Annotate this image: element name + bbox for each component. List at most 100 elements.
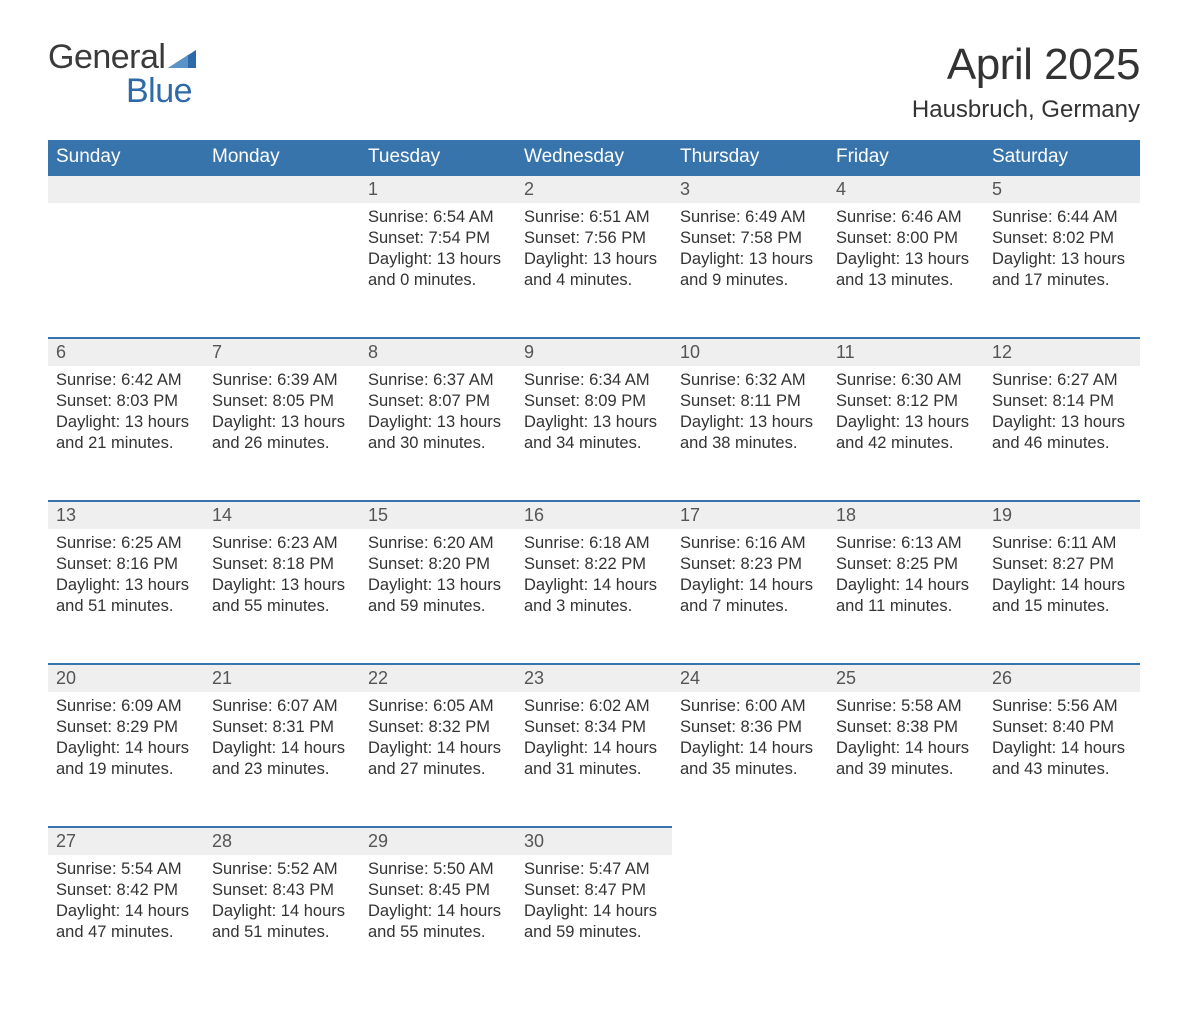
- day-number: 5: [984, 174, 1140, 203]
- calendar-content-cell: Sunrise: 6:07 AMSunset: 8:31 PMDaylight:…: [204, 692, 360, 826]
- sunrise-line: Sunrise: 6:30 AM: [836, 370, 976, 391]
- logo-word-2: Blue: [126, 74, 196, 108]
- sunrise-line: Sunrise: 5:52 AM: [212, 859, 352, 880]
- daylight-line-1: Daylight: 13 hours: [992, 412, 1132, 433]
- calendar-daynum-cell: 9: [516, 337, 672, 366]
- calendar-daynum-cell: 2: [516, 174, 672, 203]
- day-number: 7: [204, 337, 360, 366]
- sunrise-line: Sunrise: 5:54 AM: [56, 859, 196, 880]
- day-content: Sunrise: 6:30 AMSunset: 8:12 PMDaylight:…: [828, 366, 984, 462]
- daylight-line-1: Daylight: 13 hours: [836, 412, 976, 433]
- calendar-daynum-cell: 5: [984, 174, 1140, 203]
- calendar-content-cell: Sunrise: 5:47 AMSunset: 8:47 PMDaylight:…: [516, 855, 672, 989]
- calendar-content-cell: Sunrise: 5:58 AMSunset: 8:38 PMDaylight:…: [828, 692, 984, 826]
- calendar-daynum-cell: 28: [204, 826, 360, 855]
- sunset-line: Sunset: 8:02 PM: [992, 228, 1132, 249]
- sunrise-line: Sunrise: 6:05 AM: [368, 696, 508, 717]
- day-number: 20: [48, 663, 204, 692]
- calendar-content-row: Sunrise: 5:54 AMSunset: 8:42 PMDaylight:…: [48, 855, 1140, 989]
- sunrise-line: Sunrise: 6:00 AM: [680, 696, 820, 717]
- daylight-line-2: and 42 minutes.: [836, 433, 976, 454]
- calendar-content-cell: Sunrise: 6:11 AMSunset: 8:27 PMDaylight:…: [984, 529, 1140, 663]
- day-content: Sunrise: 6:25 AMSunset: 8:16 PMDaylight:…: [48, 529, 204, 625]
- day-content: Sunrise: 6:18 AMSunset: 8:22 PMDaylight:…: [516, 529, 672, 625]
- calendar-content-cell: Sunrise: 6:25 AMSunset: 8:16 PMDaylight:…: [48, 529, 204, 663]
- sunrise-line: Sunrise: 6:09 AM: [56, 696, 196, 717]
- day-content: Sunrise: 6:13 AMSunset: 8:25 PMDaylight:…: [828, 529, 984, 625]
- sunset-line: Sunset: 8:14 PM: [992, 391, 1132, 412]
- daylight-line-2: and 43 minutes.: [992, 759, 1132, 780]
- calendar-daynum-cell: 3: [672, 174, 828, 203]
- daylight-line-2: and 55 minutes.: [368, 922, 508, 943]
- calendar-table: SundayMondayTuesdayWednesdayThursdayFrid…: [48, 140, 1140, 989]
- daylight-line-1: Daylight: 14 hours: [368, 901, 508, 922]
- sunrise-line: Sunrise: 6:13 AM: [836, 533, 976, 554]
- daylight-line-2: and 17 minutes.: [992, 270, 1132, 291]
- sunrise-line: Sunrise: 6:37 AM: [368, 370, 508, 391]
- header-right: April 2025 Hausbruch, Germany: [912, 40, 1140, 124]
- sunset-line: Sunset: 8:11 PM: [680, 391, 820, 412]
- day-number: 13: [48, 500, 204, 529]
- daylight-line-2: and 11 minutes.: [836, 596, 976, 617]
- daylight-line-2: and 3 minutes.: [524, 596, 664, 617]
- calendar-content-cell: Sunrise: 6:30 AMSunset: 8:12 PMDaylight:…: [828, 366, 984, 500]
- calendar-content-cell: Sunrise: 6:20 AMSunset: 8:20 PMDaylight:…: [360, 529, 516, 663]
- day-number: 12: [984, 337, 1140, 366]
- calendar-daynum-cell: 27: [48, 826, 204, 855]
- calendar-daynum-cell: 12: [984, 337, 1140, 366]
- day-content: Sunrise: 6:49 AMSunset: 7:58 PMDaylight:…: [672, 203, 828, 299]
- calendar-daynum-cell: 25: [828, 663, 984, 692]
- daylight-line-2: and 26 minutes.: [212, 433, 352, 454]
- daylight-line-1: Daylight: 14 hours: [836, 575, 976, 596]
- day-content: Sunrise: 6:20 AMSunset: 8:20 PMDaylight:…: [360, 529, 516, 625]
- calendar-header-row: SundayMondayTuesdayWednesdayThursdayFrid…: [48, 140, 1140, 174]
- calendar-content-cell: Sunrise: 6:34 AMSunset: 8:09 PMDaylight:…: [516, 366, 672, 500]
- daylight-line-1: Daylight: 13 hours: [368, 249, 508, 270]
- day-header: Monday: [204, 140, 360, 174]
- sunset-line: Sunset: 8:45 PM: [368, 880, 508, 901]
- daylight-line-1: Daylight: 14 hours: [680, 575, 820, 596]
- calendar-content-cell: [48, 203, 204, 337]
- day-content: Sunrise: 6:16 AMSunset: 8:23 PMDaylight:…: [672, 529, 828, 625]
- sunset-line: Sunset: 8:34 PM: [524, 717, 664, 738]
- sunrise-line: Sunrise: 5:58 AM: [836, 696, 976, 717]
- sunset-line: Sunset: 8:38 PM: [836, 717, 976, 738]
- day-number: 21: [204, 663, 360, 692]
- day-content: Sunrise: 6:07 AMSunset: 8:31 PMDaylight:…: [204, 692, 360, 788]
- day-content: Sunrise: 5:47 AMSunset: 8:47 PMDaylight:…: [516, 855, 672, 951]
- calendar-daynum-cell: 10: [672, 337, 828, 366]
- daylight-line-1: Daylight: 13 hours: [56, 412, 196, 433]
- daylight-line-1: Daylight: 14 hours: [992, 575, 1132, 596]
- daylight-line-1: Daylight: 14 hours: [56, 738, 196, 759]
- calendar-daynum-cell: 14: [204, 500, 360, 529]
- daylight-line-1: Daylight: 14 hours: [680, 738, 820, 759]
- calendar-content-cell: Sunrise: 5:56 AMSunset: 8:40 PMDaylight:…: [984, 692, 1140, 826]
- sunset-line: Sunset: 8:40 PM: [992, 717, 1132, 738]
- sunset-line: Sunset: 8:32 PM: [368, 717, 508, 738]
- day-header: Saturday: [984, 140, 1140, 174]
- day-content: Sunrise: 6:02 AMSunset: 8:34 PMDaylight:…: [516, 692, 672, 788]
- day-content: Sunrise: 6:27 AMSunset: 8:14 PMDaylight:…: [984, 366, 1140, 462]
- daylight-line-2: and 39 minutes.: [836, 759, 976, 780]
- sunset-line: Sunset: 8:43 PM: [212, 880, 352, 901]
- calendar-daynum-cell: 7: [204, 337, 360, 366]
- calendar-daynum-cell: 8: [360, 337, 516, 366]
- daylight-line-2: and 21 minutes.: [56, 433, 196, 454]
- daylight-line-2: and 19 minutes.: [56, 759, 196, 780]
- day-header: Sunday: [48, 140, 204, 174]
- daylight-line-1: Daylight: 13 hours: [212, 412, 352, 433]
- daylight-line-2: and 13 minutes.: [836, 270, 976, 291]
- daylight-line-1: Daylight: 14 hours: [368, 738, 508, 759]
- sunset-line: Sunset: 7:54 PM: [368, 228, 508, 249]
- daylight-line-2: and 51 minutes.: [212, 922, 352, 943]
- day-content: Sunrise: 6:44 AMSunset: 8:02 PMDaylight:…: [984, 203, 1140, 299]
- calendar-content-cell: Sunrise: 6:32 AMSunset: 8:11 PMDaylight:…: [672, 366, 828, 500]
- sunrise-line: Sunrise: 6:32 AM: [680, 370, 820, 391]
- sunrise-line: Sunrise: 6:20 AM: [368, 533, 508, 554]
- day-number: [48, 174, 204, 203]
- daylight-line-1: Daylight: 13 hours: [680, 249, 820, 270]
- daylight-line-2: and 9 minutes.: [680, 270, 820, 291]
- sunset-line: Sunset: 8:09 PM: [524, 391, 664, 412]
- daylight-line-2: and 59 minutes.: [368, 596, 508, 617]
- sunset-line: Sunset: 8:29 PM: [56, 717, 196, 738]
